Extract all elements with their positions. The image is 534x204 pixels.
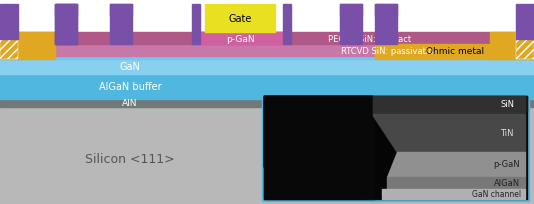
Bar: [55, 33, 77, 45]
Text: TiN: TiN: [500, 129, 514, 138]
Bar: [0, 33, 55, 60]
Text: AlGaN: AlGaN: [494, 179, 520, 188]
Bar: [192, 33, 291, 37]
Bar: [372, 96, 525, 114]
Bar: [283, 5, 291, 45]
Bar: [192, 5, 200, 45]
Bar: [0, 33, 534, 45]
Bar: [387, 177, 525, 189]
Text: RTCVD SiN: passivation: RTCVD SiN: passivation: [341, 46, 439, 55]
Bar: [0, 45, 534, 57]
Bar: [264, 96, 527, 199]
Bar: [0, 5, 18, 40]
Polygon shape: [264, 96, 372, 197]
Polygon shape: [387, 152, 525, 177]
Text: SiN: SiN: [500, 100, 514, 109]
Text: PECVD SiN: Contact: PECVD SiN: Contact: [328, 34, 412, 43]
Bar: [375, 5, 397, 45]
Text: p-GaN: p-GaN: [226, 34, 254, 43]
Text: Ohmic metal: Ohmic metal: [426, 47, 484, 56]
Bar: [0, 100, 534, 108]
Bar: [375, 5, 397, 17]
Bar: [0, 108, 534, 204]
Bar: [55, 5, 77, 45]
Bar: [516, 33, 534, 60]
Text: Gate: Gate: [229, 14, 252, 24]
Text: GaN channel: GaN channel: [473, 190, 522, 198]
Bar: [490, 33, 534, 60]
Text: AlGaN buffer: AlGaN buffer: [99, 82, 161, 92]
Bar: [0, 33, 18, 60]
Bar: [516, 5, 534, 40]
Polygon shape: [372, 114, 525, 152]
Bar: [205, 5, 275, 33]
Bar: [340, 5, 362, 45]
Bar: [264, 96, 374, 199]
Bar: [110, 5, 132, 45]
Text: p-GaN: p-GaN: [494, 160, 520, 169]
Text: Silicon <111>: Silicon <111>: [85, 153, 175, 166]
Bar: [55, 5, 77, 45]
Bar: [0, 57, 534, 60]
Bar: [382, 189, 525, 199]
Bar: [264, 96, 527, 111]
Bar: [262, 94, 529, 201]
Bar: [0, 75, 534, 100]
Bar: [110, 5, 132, 17]
Bar: [195, 33, 285, 45]
Text: AlN: AlN: [122, 99, 138, 108]
Text: GaN: GaN: [120, 62, 140, 72]
Bar: [375, 45, 534, 60]
Bar: [340, 5, 362, 17]
Bar: [0, 60, 534, 75]
Bar: [55, 5, 77, 17]
